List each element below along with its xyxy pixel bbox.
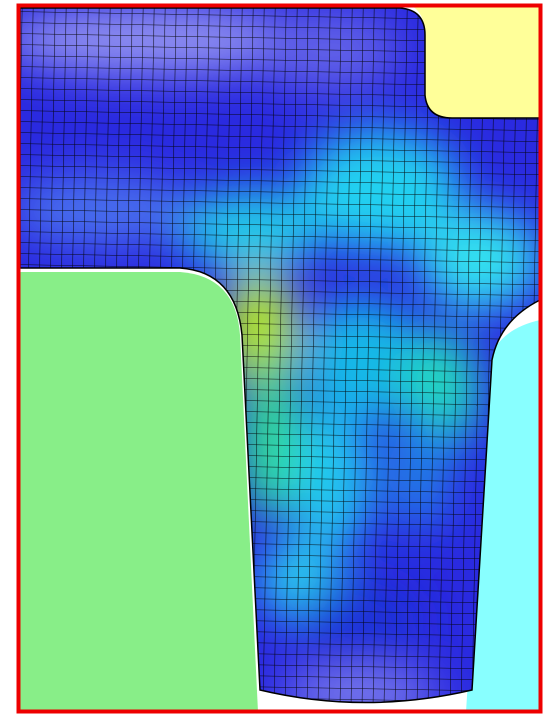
page [0, 0, 544, 717]
mesh-view [0, 0, 544, 717]
die-left [18, 272, 258, 712]
die-top-right [410, 5, 540, 118]
